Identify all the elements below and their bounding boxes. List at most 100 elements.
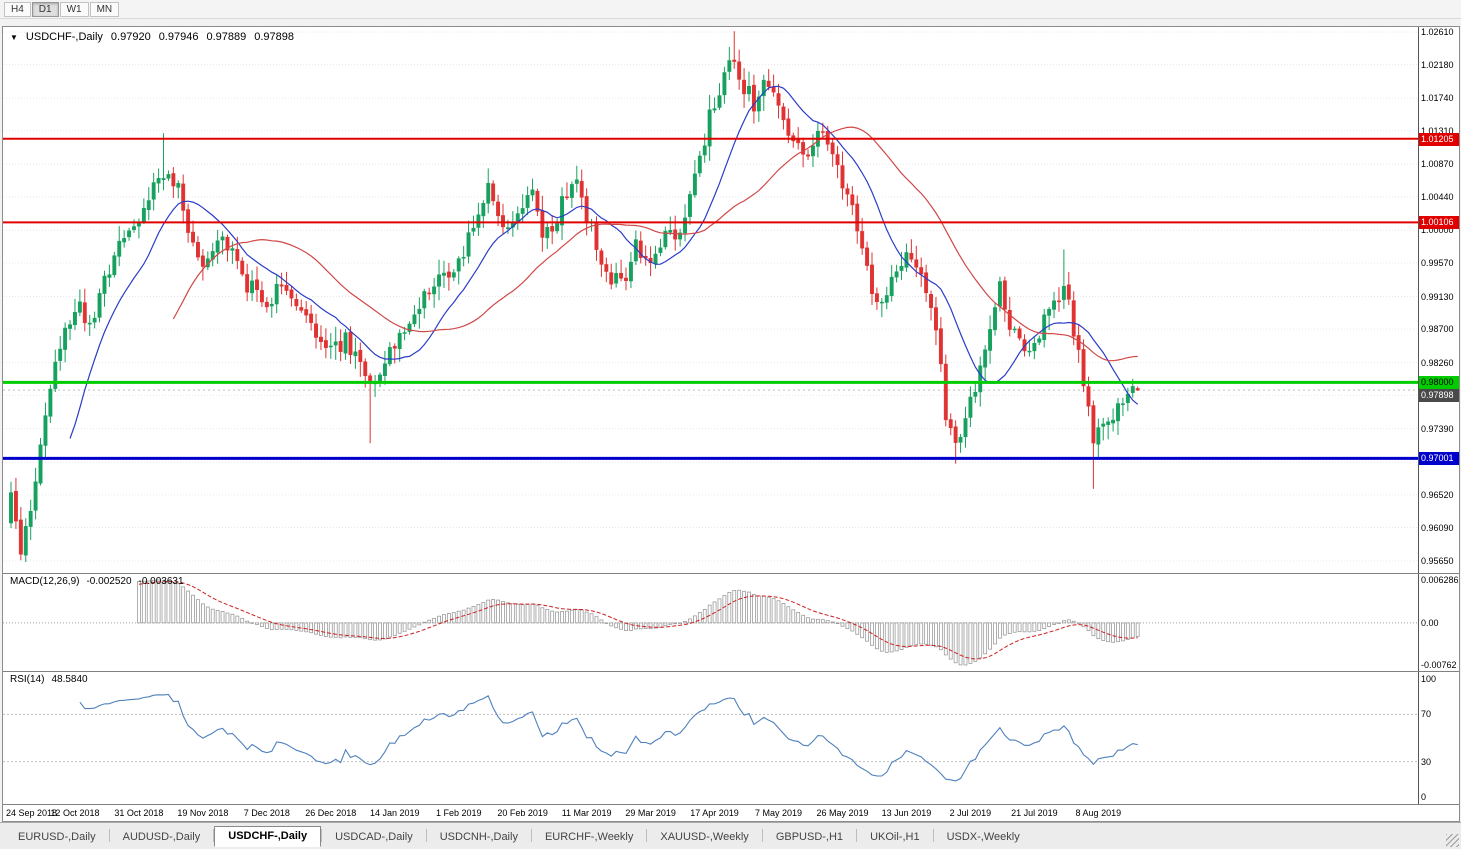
tab-usdx-weekly[interactable]: USDX-,Weekly [946, 831, 1020, 843]
tab-usdchf-daily[interactable]: USDCHF-,Daily [214, 826, 322, 847]
date-label: 7 May 2019 [755, 808, 803, 818]
chart-title: ▼ USDCHF-,Daily 0.97920 0.97946 0.97889 … [10, 31, 294, 43]
date-label: 26 Dec 2018 [305, 808, 357, 818]
date-label: 29 Mar 2019 [625, 808, 676, 818]
axis-tick-label: 0 [1421, 792, 1427, 802]
moving-average-34-line [172, 126, 1138, 362]
rsi-label-row: RSI(14) 48.5840 [10, 674, 88, 685]
axis-tick-label: 0.97390 [1421, 423, 1454, 434]
axis-tick-label: 0.95650 [1421, 556, 1454, 566]
macd-canvas[interactable] [3, 574, 1418, 671]
tab-usdcad-daily[interactable]: USDCAD-,Daily [335, 831, 413, 843]
rsi-value: 48.5840 [51, 674, 88, 685]
date-label: 20 Feb 2019 [497, 808, 548, 818]
price-level-badge-0.98000: 0.98000 [1419, 376, 1459, 390]
price-axis[interactable]: 1.02610 1.02180 1.01740 1.01310 1.00870 1.004… [1419, 27, 1459, 573]
date-label: 7 Dec 2018 [243, 808, 290, 818]
chart-tabbar: EURUSD-,Daily AUDUSD-,Daily USDCHF-,Daily U… [0, 822, 1461, 849]
tab-xauusd-weekly[interactable]: XAUUSD-,Weekly [660, 831, 749, 843]
macd-histogram [137, 579, 1140, 666]
panel-splitter[interactable] [3, 573, 1459, 574]
date-axis[interactable]: 24 Sep 2018 12 Oct 2018 31 Oct 2018 19 Nov … [3, 805, 1459, 821]
date-label: 26 May 2019 [816, 808, 869, 818]
axis-tick-label: 0.006286 [1421, 575, 1459, 585]
moving-average-13-line [69, 85, 1139, 439]
date-label: 17 Apr 2019 [690, 808, 739, 818]
tab-separator [425, 829, 427, 842]
macd-chart-area[interactable]: MACD(12,26,9) -0.002520 -0.003631 [3, 574, 1419, 671]
rsi-panel: RSI(14) 48.5840 100 70 30 0 [3, 672, 1459, 804]
axis-tick-label: 1.00870 [1421, 159, 1454, 170]
macd-panel: MACD(12,26,9) -0.002520 -0.003631 0.0062… [3, 574, 1459, 671]
rsi-canvas[interactable] [3, 672, 1418, 804]
macd-label: MACD(12,26,9) [10, 576, 80, 587]
price-level-badge-1.01205: 1.01205 [1419, 132, 1459, 146]
date-label: 21 Jul 2019 [1011, 808, 1058, 818]
macd-value-main: -0.002520 [86, 576, 132, 587]
rsi-chart-area[interactable]: RSI(14) 48.5840 [3, 672, 1419, 804]
tab-separator [761, 829, 763, 842]
tab-separator [646, 829, 648, 842]
axis-tick-label: -0.00762 [1421, 660, 1457, 670]
axis-tick-label: 1.00440 [1421, 191, 1454, 202]
rsi-axis[interactable]: 100 70 30 0 [1419, 672, 1459, 804]
date-label: 11 Mar 2019 [561, 808, 612, 818]
macd-value-signal: -0.003631 [138, 576, 184, 587]
tab-separator [321, 829, 323, 842]
axis-tick-label: 1.02180 [1421, 59, 1454, 70]
axis-tick-label: 1.01310 [1421, 125, 1454, 136]
price-level-badge-0.97001: 0.97001 [1419, 452, 1459, 466]
axis-tick-label: 70 [1421, 709, 1432, 720]
quote-high: 0.97946 [158, 31, 199, 43]
tab-separator [856, 829, 858, 842]
chart-window: ▼ USDCHF-,Daily 0.97920 0.97946 0.97889 … [2, 26, 1460, 822]
tab-audusd-daily[interactable]: AUDUSD-,Daily [122, 831, 201, 843]
tab-gbpusd-h1[interactable]: GBPUSD-,H1 [775, 831, 844, 843]
tab-separator [108, 829, 110, 842]
chart-symbol-label: USDCHF-,Daily [25, 31, 103, 43]
axis-tick-label: 0.98700 [1421, 324, 1454, 335]
panel-splitter[interactable] [3, 804, 1459, 805]
timeframe-mn-button[interactable]: MN [89, 1, 120, 17]
tab-eurusd-daily[interactable]: EURUSD-,Daily [18, 831, 96, 843]
resize-grip[interactable] [1446, 834, 1459, 847]
date-label: 31 Oct 2018 [114, 808, 164, 818]
quote-close: 0.97898 [254, 31, 294, 43]
axis-tick-label: 0.96520 [1421, 489, 1454, 500]
price-panel: ▼ USDCHF-,Daily 0.97920 0.97946 0.97889 … [3, 27, 1459, 573]
date-label: 19 Nov 2018 [177, 808, 229, 818]
date-label: 14 Jan 2019 [369, 808, 420, 818]
timeframe-h4-button[interactable]: H4 [4, 1, 31, 17]
panel-splitter[interactable] [3, 671, 1459, 672]
date-label: 13 Jun 2019 [881, 808, 932, 818]
timeframe-w1-button[interactable]: W1 [59, 1, 89, 17]
macd-axis[interactable]: 0.006286 0.00 -0.00762 [1419, 574, 1459, 671]
collapse-triangle-icon[interactable]: ▼ [10, 32, 18, 42]
tab-ukoil-h1[interactable]: UKOil-,H1 [870, 831, 920, 843]
price-level-badge-1.00106: 1.00106 [1419, 216, 1459, 230]
rsi-label: RSI(14) [10, 674, 45, 685]
axis-tick-label: 0.96090 [1421, 522, 1454, 533]
price-chart-canvas[interactable] [3, 27, 1418, 573]
axis-tick-label: 1.00000 [1421, 225, 1454, 236]
date-label: 24 Sep 2018 [6, 808, 58, 818]
tab-eurchf-weekly[interactable]: EURCHF-,Weekly [544, 831, 634, 843]
axis-tick-label: 0.00 [1421, 617, 1439, 628]
rsi-line [79, 693, 1138, 782]
date-label: 12 Oct 2018 [50, 808, 100, 818]
macd-label-row: MACD(12,26,9) -0.002520 -0.003631 [10, 576, 184, 587]
date-label: 2 Jul 2019 [949, 808, 992, 818]
axis-tick-label: 0.98260 [1421, 357, 1454, 368]
axis-tick-label: 0.99570 [1421, 258, 1454, 269]
timeframe-d1-button[interactable]: D1 [31, 1, 59, 17]
macd-signal-line [138, 580, 1138, 660]
price-chart-area[interactable]: ▼ USDCHF-,Daily 0.97920 0.97946 0.97889 … [3, 27, 1419, 573]
axis-tick-label: 1.02610 [1421, 27, 1454, 37]
tab-separator [213, 829, 215, 842]
quote-open: 0.97920 [110, 31, 151, 43]
axis-tick-label: 30 [1421, 756, 1432, 767]
tab-usdcnh-daily[interactable]: USDCNH-,Daily [439, 831, 518, 843]
timeframe-toolbar: H4 D1 W1 MN [0, 0, 1461, 19]
quote-low: 0.97889 [206, 31, 247, 43]
